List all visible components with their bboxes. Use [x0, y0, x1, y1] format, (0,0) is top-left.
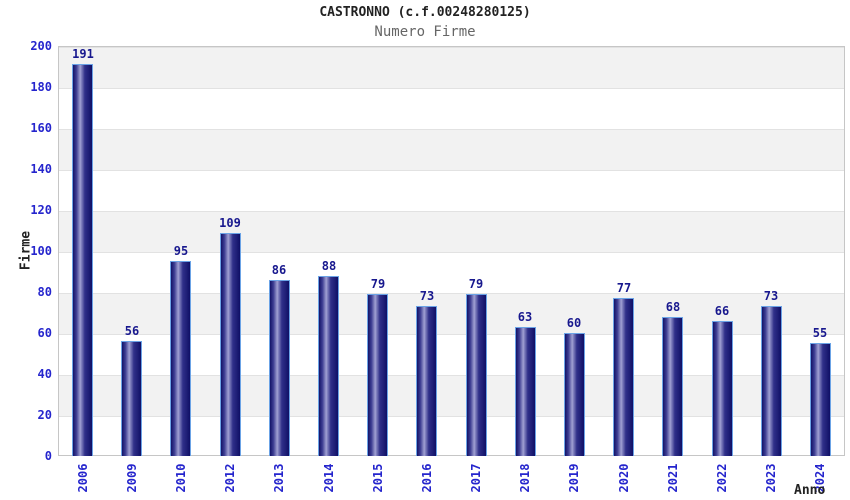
bar-2021 — [662, 317, 683, 456]
bar-value-label: 73 — [419, 289, 435, 303]
bar-2016 — [416, 306, 437, 456]
chart-subtitle: Numero Firme — [374, 24, 476, 40]
bar-2012 — [220, 233, 241, 456]
x-tick-label: 2022 — [715, 463, 729, 493]
x-tick-label: 2012 — [223, 463, 237, 493]
bar-value-label: 63 — [517, 310, 533, 324]
bar-value-label: 79 — [370, 277, 386, 291]
y-tick-label: 20 — [37, 408, 52, 422]
bar-value-label: 73 — [763, 289, 779, 303]
bar-2013 — [269, 280, 290, 456]
bar-2018 — [515, 327, 536, 456]
bar-value-label: 95 — [173, 244, 189, 258]
x-tick-label: 2017 — [469, 463, 483, 493]
bar-value-label: 60 — [566, 316, 582, 330]
bar-value-label: 77 — [616, 281, 632, 295]
x-axis-title: Anno — [794, 483, 826, 498]
x-tick-label: 2020 — [617, 463, 631, 493]
x-tick-label: 2019 — [567, 463, 581, 493]
bar-2010 — [170, 261, 191, 456]
y-tick-label: 120 — [30, 203, 52, 217]
x-tick-label: 2018 — [518, 463, 532, 493]
y-axis-title: Firme — [18, 230, 34, 271]
bar-value-label: 86 — [271, 263, 287, 277]
bar-2017 — [466, 294, 487, 456]
y-tick-label: 140 — [30, 162, 52, 176]
bar-2024 — [810, 343, 831, 456]
bar-2020 — [613, 298, 634, 456]
y-tick-label: 0 — [44, 449, 52, 463]
x-tick-label: 2015 — [371, 463, 385, 493]
y-tick-label: 180 — [30, 80, 52, 94]
bar-value-label: 68 — [665, 300, 681, 314]
x-tick-label: 2021 — [666, 463, 680, 493]
x-tick-label: 2013 — [272, 463, 286, 493]
x-tick-label: 2010 — [174, 463, 188, 493]
x-tick-label: 2023 — [764, 463, 778, 493]
bar-2019 — [564, 333, 585, 456]
bar-value-label: 191 — [72, 47, 94, 61]
y-tick-label: 200 — [30, 39, 52, 53]
bar-2014 — [318, 276, 339, 456]
bar-2022 — [712, 321, 733, 456]
y-tick-label: 40 — [37, 367, 52, 381]
bar-2015 — [367, 294, 388, 456]
y-tick-label: 80 — [37, 285, 52, 299]
bar-2009 — [121, 341, 142, 456]
chart-title: CASTRONNO (c.f.00248280125) — [319, 5, 531, 20]
y-tick-label: 60 — [37, 326, 52, 340]
bar-2006 — [72, 64, 93, 456]
x-tick-label: 2014 — [322, 463, 336, 493]
y-tick-label: 100 — [30, 244, 52, 258]
x-tick-label: 2006 — [76, 463, 90, 493]
y-tick-label: 160 — [30, 121, 52, 135]
bar-value-label: 109 — [219, 216, 241, 230]
bar-value-label: 55 — [812, 326, 828, 340]
x-tick-label: 2009 — [125, 463, 139, 493]
bar-value-label: 66 — [714, 304, 730, 318]
bar-2023 — [761, 306, 782, 456]
bar-value-label: 79 — [468, 277, 484, 291]
bar-value-label: 88 — [321, 259, 337, 273]
x-tick-label: 2016 — [420, 463, 434, 493]
bar-value-label: 56 — [124, 324, 140, 338]
